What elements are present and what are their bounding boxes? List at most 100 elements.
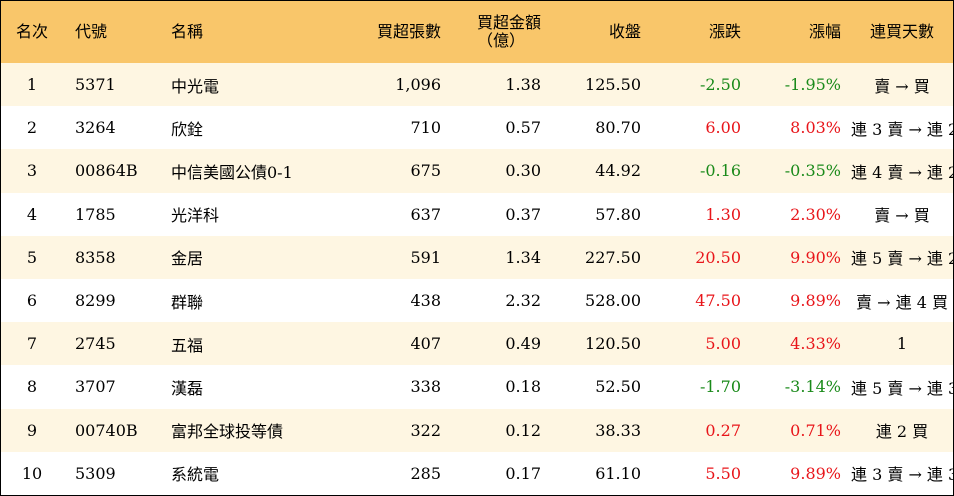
table-row: 6 8299 群聯 438 2.32 528.00 47.50 9.89% 賣 → 連 4 買 bbox=[1, 278, 953, 323]
cell-close: 57.80 bbox=[595, 204, 641, 224]
cell-rank: 2 bbox=[26, 118, 38, 138]
cell-name: 光洋科 bbox=[171, 206, 220, 226]
cell-rank: 8 bbox=[26, 377, 38, 397]
header-name: 名稱 bbox=[171, 22, 204, 41]
cell-close: 61.10 bbox=[595, 463, 641, 483]
table-row: 2 3264 欣銓 710 0.57 80.70 6.00 8.03% 連 3 賣 → 連 2 … bbox=[1, 106, 954, 150]
cell-rank: 6 bbox=[26, 291, 38, 311]
table-row: 5 8358 金居 591 1.34 227.50 20.50 9.90% 連 5 賣 → 連 … bbox=[1, 235, 954, 279]
cell-close: 528.00 bbox=[585, 291, 641, 311]
cell-code: 5371 bbox=[75, 75, 116, 95]
cell-amount: 0.37 bbox=[505, 204, 541, 224]
cell-name: 中信美國公債0-1 bbox=[171, 162, 293, 182]
cell-rank: 1 bbox=[26, 75, 38, 95]
cell-code: 3707 bbox=[75, 377, 116, 397]
cell-volume: 637 bbox=[410, 204, 441, 224]
header-close: 收盤 bbox=[608, 22, 641, 41]
cell-code: 00740B bbox=[75, 420, 138, 440]
cell-volume: 591 bbox=[410, 247, 441, 267]
cell-amount: 0.49 bbox=[505, 334, 541, 354]
cell-code: 3264 bbox=[75, 118, 116, 138]
cell-rank: 4 bbox=[26, 204, 38, 224]
cell-change: 20.50 bbox=[695, 247, 741, 267]
table-row: 10 5309 系統電 285 0.17 61.10 5.50 9.89% 連 3 賣 → 連 … bbox=[1, 451, 954, 495]
cell-change: -1.70 bbox=[699, 377, 741, 397]
cell-streak: 連 5 賣 → 連 2 買 bbox=[851, 249, 954, 269]
cell-name: 漢磊 bbox=[171, 378, 204, 398]
cell-streak: 連 3 賣 → 連 2 買 bbox=[851, 119, 954, 139]
cell-amount: 0.57 bbox=[505, 118, 541, 138]
cell-close: 120.50 bbox=[585, 334, 641, 354]
cell-volume: 407 bbox=[410, 334, 441, 354]
cell-amount: 1.38 bbox=[505, 75, 541, 95]
cell-name: 群聯 bbox=[171, 292, 204, 312]
cell-pct: 2.30% bbox=[790, 204, 841, 224]
cell-close: 125.50 bbox=[585, 75, 641, 95]
cell-name: 欣銓 bbox=[171, 119, 204, 139]
cell-volume: 1,096 bbox=[395, 75, 441, 95]
cell-change: 47.50 bbox=[695, 291, 741, 311]
cell-change: 6.00 bbox=[705, 118, 741, 138]
cell-pct: 0.71% bbox=[790, 420, 841, 440]
header-code: 代號 bbox=[75, 22, 108, 41]
cell-streak: 賣 → 買 bbox=[874, 206, 930, 226]
cell-code: 8358 bbox=[75, 247, 116, 267]
header-volume: 買超張數 bbox=[376, 22, 441, 41]
cell-change: 0.27 bbox=[705, 420, 741, 440]
cell-amount: 0.17 bbox=[505, 463, 541, 483]
cell-volume: 438 bbox=[410, 291, 441, 311]
table-row: 8 3707 漢磊 338 0.18 52.50 -1.70 -3.14% 連 5 賣 → 連 … bbox=[1, 365, 954, 409]
cell-change: 5.50 bbox=[705, 463, 741, 483]
cell-change: -2.50 bbox=[699, 75, 741, 95]
cell-code: 8299 bbox=[75, 291, 116, 311]
cell-streak: 連 4 賣 → 連 2 買 bbox=[851, 162, 954, 182]
cell-close: 44.92 bbox=[595, 161, 641, 181]
header-amount-line2: （億） bbox=[476, 31, 525, 50]
table-row: 3 00864B 中信美國公債0-1 675 0.30 44.92 -0.16 -0.35% 連… bbox=[1, 149, 954, 193]
cell-rank: 3 bbox=[26, 161, 38, 181]
cell-volume: 322 bbox=[410, 420, 441, 440]
header-amount-line1: 買超金額 bbox=[476, 13, 541, 32]
cell-amount: 0.12 bbox=[505, 420, 541, 440]
cell-pct: 8.03% bbox=[790, 118, 841, 138]
cell-amount: 0.30 bbox=[505, 161, 541, 181]
cell-pct: 9.90% bbox=[790, 247, 841, 267]
cell-amount: 1.34 bbox=[505, 247, 541, 267]
cell-rank: 7 bbox=[26, 334, 38, 354]
cell-rank: 5 bbox=[26, 247, 38, 267]
header-row: 名次 代號 名稱 買超張數 買超金額 （億） 收盤 漲跌 漲幅 連買天數 bbox=[1, 1, 953, 63]
cell-streak: 1 bbox=[896, 334, 908, 354]
cell-pct: -0.35% bbox=[784, 161, 841, 181]
cell-pct: -1.95% bbox=[784, 75, 841, 95]
cell-streak: 連 2 買 bbox=[875, 422, 929, 442]
cell-rank: 10 bbox=[21, 463, 43, 483]
cell-close: 80.70 bbox=[595, 118, 641, 138]
header-rank: 名次 bbox=[15, 22, 48, 41]
cell-amount: 0.18 bbox=[505, 377, 541, 397]
cell-pct: 9.89% bbox=[790, 463, 841, 483]
cell-close: 227.50 bbox=[585, 247, 641, 267]
cell-streak: 連 3 賣 → 連 3 買 bbox=[851, 465, 954, 485]
cell-pct: -3.14% bbox=[784, 377, 841, 397]
cell-name: 系統電 bbox=[171, 465, 220, 485]
cell-change: -0.16 bbox=[699, 161, 741, 181]
cell-volume: 675 bbox=[410, 161, 441, 181]
table-row: 1 5371 中光電 1,096 1.38 125.50 -2.50 -1.95% 賣 → 買 bbox=[1, 63, 953, 107]
cell-code: 5309 bbox=[75, 463, 116, 483]
table-row: 9 00740B 富邦全球投等債 322 0.12 38.33 0.27 0.71% 連 2 買 bbox=[1, 408, 953, 452]
cell-code: 00864B bbox=[75, 161, 138, 181]
table-row: 4 1785 光洋科 637 0.37 57.80 1.30 2.30% 賣 → 買 bbox=[1, 192, 953, 236]
cell-code: 2745 bbox=[75, 334, 116, 354]
cell-streak: 賣 → 連 4 買 bbox=[856, 292, 948, 312]
header-streak: 連買天數 bbox=[869, 22, 934, 41]
cell-close: 52.50 bbox=[595, 377, 641, 397]
table-row: 7 2745 五福 407 0.49 120.50 5.00 4.33% 1 bbox=[1, 322, 953, 366]
cell-pct: 9.89% bbox=[790, 291, 841, 311]
cell-streak: 賣 → 買 bbox=[874, 76, 930, 96]
cell-pct: 4.33% bbox=[790, 334, 841, 354]
cell-volume: 710 bbox=[410, 118, 441, 138]
table-header: 名次 代號 名稱 買超張數 買超金額 （億） 收盤 漲跌 漲幅 連買天數 bbox=[1, 1, 953, 63]
cell-name: 富邦全球投等債 bbox=[171, 422, 284, 442]
